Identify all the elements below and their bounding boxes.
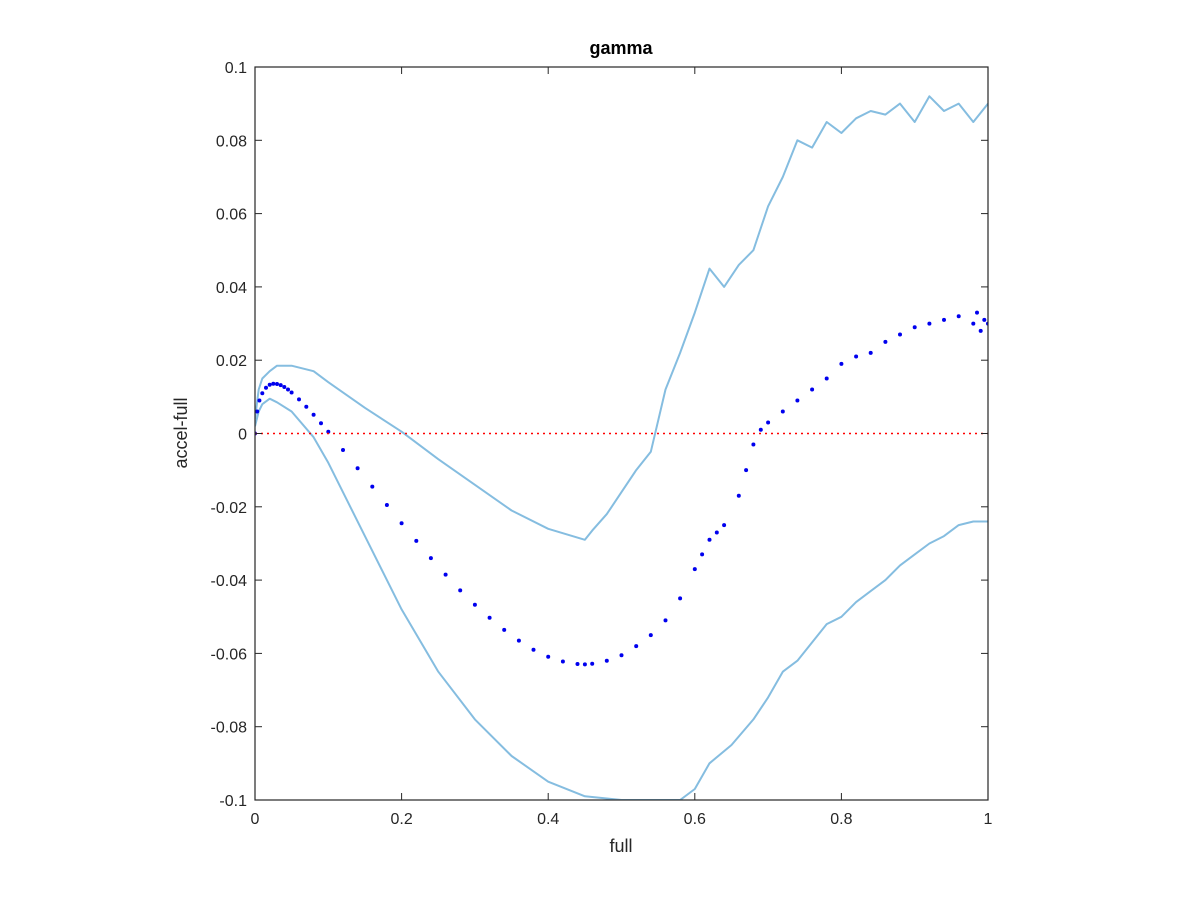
data-point bbox=[810, 387, 815, 392]
data-point bbox=[516, 638, 521, 643]
data-point bbox=[663, 618, 668, 623]
data-point bbox=[275, 382, 279, 386]
series-layer bbox=[255, 95, 988, 800]
data-point bbox=[975, 310, 979, 315]
lower-band-line bbox=[255, 397, 988, 800]
data-point bbox=[271, 381, 276, 386]
data-point bbox=[286, 387, 290, 392]
y-tick-label: -0.08 bbox=[211, 720, 248, 737]
data-point bbox=[341, 448, 345, 452]
data-point bbox=[326, 429, 331, 434]
y-tick-label: -0.1 bbox=[219, 793, 247, 810]
data-point bbox=[370, 484, 375, 489]
data-point bbox=[264, 385, 268, 390]
data-point bbox=[744, 468, 749, 473]
data-point bbox=[678, 596, 683, 601]
data-point bbox=[766, 420, 771, 425]
data-point bbox=[311, 412, 316, 417]
x-tick-label: 0.6 bbox=[684, 811, 706, 828]
data-point bbox=[736, 493, 741, 498]
data-point bbox=[590, 661, 595, 666]
data-point bbox=[714, 530, 719, 535]
y-tick-label: 0.08 bbox=[216, 133, 247, 150]
data-point bbox=[604, 658, 609, 663]
y-tick-label: 0.06 bbox=[216, 207, 247, 224]
data-point bbox=[546, 654, 551, 659]
data-point bbox=[824, 376, 829, 381]
data-point bbox=[707, 537, 712, 542]
mean-points bbox=[255, 310, 988, 667]
data-point bbox=[971, 321, 976, 326]
data-point bbox=[854, 354, 859, 359]
data-point bbox=[868, 350, 873, 355]
y-tick-label: 0 bbox=[238, 427, 247, 444]
y-tick-label: -0.02 bbox=[211, 500, 248, 517]
data-point bbox=[839, 361, 844, 366]
data-point bbox=[355, 466, 360, 471]
data-point bbox=[758, 427, 763, 432]
data-point bbox=[487, 615, 492, 620]
data-point bbox=[692, 567, 697, 572]
data-point bbox=[260, 391, 265, 396]
data-point bbox=[443, 572, 448, 577]
x-tick-label: 0.2 bbox=[390, 811, 412, 828]
y-tick-label: -0.06 bbox=[211, 646, 248, 663]
data-point bbox=[502, 627, 507, 632]
data-point bbox=[898, 332, 902, 337]
data-point bbox=[399, 521, 404, 526]
data-point bbox=[255, 409, 260, 414]
data-point bbox=[795, 398, 800, 403]
y-axis-label: accel-full bbox=[171, 397, 191, 468]
y-tick-label: 0.1 bbox=[225, 60, 247, 77]
x-tick-label: 1 bbox=[984, 811, 993, 828]
data-point bbox=[619, 653, 624, 658]
data-point bbox=[780, 409, 785, 414]
data-point bbox=[982, 317, 987, 322]
x-tick-label: 0 bbox=[251, 811, 260, 828]
data-point bbox=[978, 328, 983, 333]
data-point bbox=[700, 552, 705, 557]
data-point bbox=[428, 556, 433, 561]
data-point bbox=[751, 442, 756, 447]
data-point bbox=[648, 633, 653, 638]
data-point bbox=[912, 325, 917, 330]
y-axis: -0.1 -0.08 -0.06 -0.04 -0.02 0 0.02 0.04 0.06 0.0… bbox=[211, 60, 988, 810]
data-point bbox=[282, 385, 287, 389]
chart-title: gamma bbox=[589, 38, 653, 58]
x-axis: 0 0.2 0.4 0.6 0.8 1 bbox=[251, 67, 993, 828]
data-point bbox=[634, 644, 639, 649]
y-tick-label: 0.02 bbox=[216, 353, 247, 370]
data-point bbox=[575, 662, 580, 666]
data-point bbox=[560, 659, 565, 664]
data-point bbox=[304, 404, 309, 409]
data-point bbox=[267, 382, 272, 387]
data-point bbox=[458, 588, 463, 593]
data-point bbox=[722, 523, 727, 528]
data-point bbox=[384, 503, 389, 507]
data-point bbox=[883, 339, 888, 344]
data-point bbox=[414, 538, 419, 543]
x-axis-label: full bbox=[609, 836, 632, 856]
data-point bbox=[942, 317, 946, 322]
data-point bbox=[297, 397, 301, 402]
data-point bbox=[956, 314, 961, 319]
data-point bbox=[278, 383, 283, 388]
data-point bbox=[531, 647, 536, 652]
y-tick-label: 0.04 bbox=[216, 280, 247, 297]
data-point bbox=[319, 421, 323, 426]
x-tick-label: 0.8 bbox=[830, 811, 852, 828]
data-point bbox=[472, 602, 477, 607]
y-tick-label: -0.04 bbox=[211, 573, 248, 590]
data-point bbox=[289, 390, 294, 395]
upper-band-line bbox=[255, 95, 988, 541]
data-point bbox=[582, 662, 587, 667]
data-point bbox=[257, 398, 262, 403]
data-point bbox=[927, 321, 932, 326]
x-tick-label: 0.4 bbox=[537, 811, 559, 828]
